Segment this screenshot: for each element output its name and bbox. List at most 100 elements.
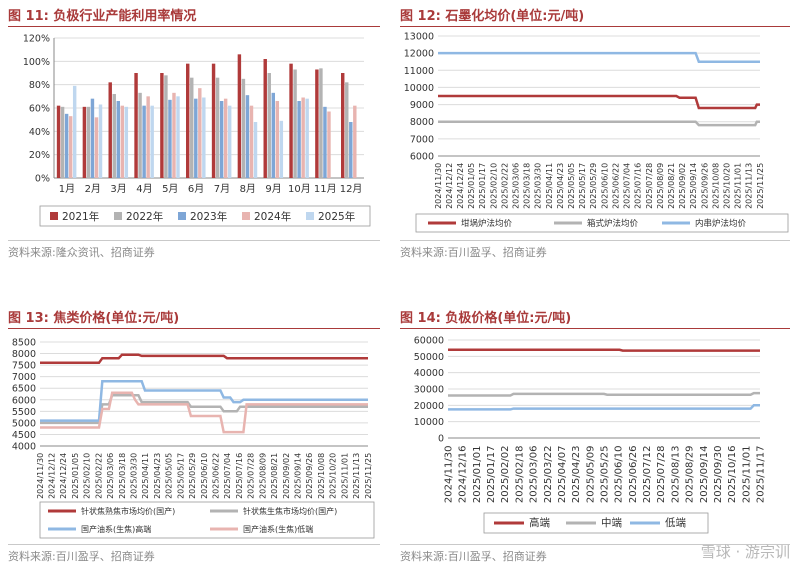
fig11-bar xyxy=(146,96,150,178)
fig11-legend-label: 2023年 xyxy=(190,210,227,223)
fig11-bar xyxy=(349,122,353,178)
fig11-y-tick-label: 120% xyxy=(23,34,50,45)
fig12-x-tick-label: 2025/04/11 xyxy=(545,163,554,209)
fig11-legend-swatch xyxy=(50,212,58,220)
fig11-bar xyxy=(56,105,61,178)
fig11-legend-swatch xyxy=(242,212,250,220)
fig12-x-tick-label: 2025/09/02 xyxy=(678,163,687,209)
fig13-x-tick-label: 2025/08/09 xyxy=(258,453,267,499)
fig13-x-tick-label: 2024/12/12 xyxy=(48,453,57,499)
fig14-y-tick-label: 40000 xyxy=(414,368,444,379)
fig14-x-tick-label: 2025/03/06 xyxy=(529,446,540,504)
fig13-x-tick-label: 2025/05/17 xyxy=(176,453,185,499)
fig13-x-tick-label: 2025/05/05 xyxy=(165,453,174,499)
fig14-x-tick-label: 2024/12/16 xyxy=(458,446,469,504)
fig14-x-tick-label: 2024/11/30 xyxy=(444,446,455,504)
fig13-legend-label: 国产油系(生焦)高端 xyxy=(81,524,151,534)
fig12-x-tick-label: 2025/02/10 xyxy=(489,163,498,209)
fig11-bar xyxy=(86,106,91,178)
fig11-bar xyxy=(64,113,69,178)
fig12-x-tick-label: 2025/11/13 xyxy=(745,163,754,209)
fig13-y-tick-label: 4500 xyxy=(12,430,36,441)
fig13-y-tick-label: 7000 xyxy=(12,372,36,383)
fig13-x-tick-label: 2025/09/26 xyxy=(305,453,314,499)
fig11-bar xyxy=(60,106,65,178)
fig12-x-tick-label: 2025/07/16 xyxy=(634,163,643,209)
fig11-bar xyxy=(245,95,250,178)
fig14-legend-box xyxy=(483,512,709,534)
fig12-x-tick-label: 2025/05/29 xyxy=(589,163,598,209)
fig14-x-tick-label: 2025/02/18 xyxy=(514,446,525,504)
fig13-legend-box xyxy=(39,501,375,539)
fig11-bar xyxy=(227,105,232,178)
fig11-legend-box xyxy=(39,205,371,227)
fig11-bar xyxy=(160,73,164,178)
figure-12-chart: 6000 7000 8000 9000 10000 11000 12000 13000 2024… xyxy=(404,32,789,233)
fig11-x-tick-label: 2月 xyxy=(85,183,101,195)
fig11-bar xyxy=(215,77,220,178)
fig13-x-tick-label: 2025/11/13 xyxy=(352,453,361,499)
fig11-bar xyxy=(82,106,87,178)
fig13-y-tick-label: 6500 xyxy=(12,384,36,395)
fig11-x-tick-label: 8月 xyxy=(240,183,256,195)
fig13-x-tick-label: 2025/09/14 xyxy=(294,453,303,499)
fig14-y-tick-label: 50000 xyxy=(414,352,444,363)
fig13-x-tick-label: 2025/01/05 xyxy=(71,453,80,499)
fig12-x-tick-label: 2025/07/28 xyxy=(645,163,654,209)
fig11-x-tick-label: 3月 xyxy=(110,183,126,195)
fig13-y-tick-label: 7500 xyxy=(12,361,36,372)
fig11-bar xyxy=(267,73,271,178)
fig12-legend-label: 箱式炉法均价 xyxy=(587,218,639,229)
fig12-x-tick-label: 2025/06/10 xyxy=(600,163,609,209)
fig12-x-tick-label: 2025/03/30 xyxy=(534,163,543,209)
fig11-bar xyxy=(134,73,138,178)
fig11-bar xyxy=(72,85,77,178)
figure-13-source: 资料来源:百川盈孚、招商证券 xyxy=(8,550,155,563)
fig11-bar xyxy=(116,101,120,178)
figure-11-rule xyxy=(8,26,380,27)
fig11-bar xyxy=(297,101,301,178)
fig12-series-line xyxy=(438,51,760,63)
fig11-x-tick-label: 9月 xyxy=(265,183,281,195)
fig11-bar xyxy=(176,96,180,178)
fig11-legend-swatch xyxy=(306,212,314,220)
fig14-x-tick-label: 2025/03/22 xyxy=(543,446,554,504)
fig12-x-tick-label: 2025/11/01 xyxy=(734,163,743,209)
watermark: 雪球 · 游宗训 xyxy=(700,543,790,561)
fig12-x-tick-label: 2025/06/22 xyxy=(611,163,620,209)
fig11-bar xyxy=(305,98,309,178)
fig12-x-tick-label: 2025/03/18 xyxy=(523,163,532,209)
fig12-legend-label: 坩埚炉法均价 xyxy=(461,218,513,229)
fig14-x-tick-label: 2025/04/23 xyxy=(571,446,582,504)
fig12-y-tick-label: 12000 xyxy=(404,49,434,60)
fig13-x-tick-label: 2025/07/04 xyxy=(223,453,232,499)
fig11-x-tick-label: 4月 xyxy=(136,183,152,195)
fig11-bar xyxy=(289,63,293,178)
fig11-bar xyxy=(198,88,202,178)
fig11-bar xyxy=(315,69,319,178)
fig13-x-tick-label: 2025/08/21 xyxy=(270,453,279,499)
figure-14-bottom-rule xyxy=(400,544,790,545)
fig11-x-tick-label: 11月 xyxy=(314,183,337,195)
fig11-legend-label: 2025年 xyxy=(318,210,355,223)
fig11-legend-label: 2021年 xyxy=(62,210,99,223)
fig13-x-tick-label: 2025/04/11 xyxy=(141,453,150,499)
fig13-x-tick-label: 2025/02/10 xyxy=(83,453,92,499)
fig11-legend-label: 2024年 xyxy=(254,210,291,223)
fig14-x-tick-label: 2025/02/02 xyxy=(500,446,511,504)
fig13-x-tick-label: 2025/10/08 xyxy=(317,453,326,499)
fig12-x-tick-label: 2025/03/06 xyxy=(512,163,521,209)
fig13-x-tick-label: 2025/04/23 xyxy=(153,453,162,499)
fig11-bar xyxy=(345,82,349,178)
fig13-legend-label: 国产油系(生焦)低端 xyxy=(243,524,313,534)
fig14-y-tick-label: 10000 xyxy=(414,417,444,428)
figure-14-source: 资料来源:百川盈孚、招商证券 xyxy=(400,550,547,563)
fig14-x-tick-label: 2025/06/10 xyxy=(614,446,625,504)
fig14-y-tick-label: 30000 xyxy=(414,385,444,396)
fig14-x-tick-label: 2025/07/12 xyxy=(642,446,653,504)
figure-14-title: 图 14: 负极价格(单位:元/吨) xyxy=(400,307,571,326)
fig14-x-tick-label: 2025/09/30 xyxy=(713,446,724,504)
figure-12-bottom-rule xyxy=(400,240,790,241)
fig13-y-tick-label: 6000 xyxy=(12,395,36,406)
fig12-x-tick-label: 2025/08/09 xyxy=(656,163,665,209)
